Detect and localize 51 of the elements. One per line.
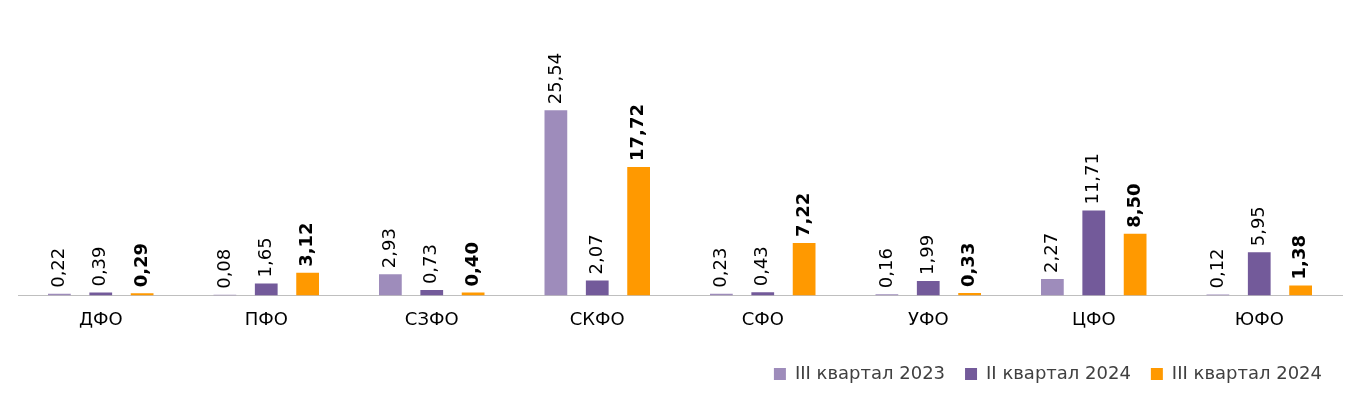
bar (1041, 278, 1064, 296)
legend-label: III квартал 2023 (794, 361, 946, 383)
bar (1123, 233, 1147, 296)
legend-label: III квартал 2024 (1171, 361, 1323, 383)
data-label: 5,95 (1246, 206, 1268, 247)
bar (1082, 210, 1106, 296)
data-label: 0,39 (88, 246, 110, 287)
x-tick-label: СФО (741, 307, 784, 329)
data-label: 0,22 (47, 247, 69, 288)
data-label: 0,33 (957, 242, 979, 288)
x-tick-label: ЮФО (1234, 307, 1284, 329)
data-label: 0,08 (212, 248, 234, 289)
data-label: 25,54 (543, 52, 565, 105)
data-label: 17,72 (626, 104, 648, 161)
data-label: 8,50 (1122, 183, 1144, 228)
bar (916, 280, 940, 296)
legend-label: II квартал 2024 (986, 361, 1131, 383)
data-label: 2,93 (378, 228, 400, 269)
data-label: 2,07 (584, 234, 606, 275)
bar (1289, 285, 1312, 296)
x-tick-label: СЗФО (404, 307, 459, 329)
bar (627, 166, 650, 296)
data-label: 3,12 (295, 222, 317, 267)
data-label: 0,16 (874, 248, 896, 289)
x-tick-label: ЦФО (1071, 307, 1116, 329)
data-label: 2,27 (1040, 232, 1062, 273)
bar (296, 272, 319, 296)
data-label: 1,38 (1288, 234, 1310, 280)
bar (420, 290, 444, 296)
bar (585, 280, 609, 296)
x-tick-label: ДФО (78, 307, 123, 329)
data-label: 1,99 (915, 234, 937, 275)
x-tick-label: ПФО (244, 307, 288, 329)
data-label: 0,23 (709, 247, 731, 288)
x-tick-label: УФО (907, 307, 949, 329)
bar (130, 293, 154, 296)
x-tick-label: СКФО (569, 307, 625, 329)
bar (254, 283, 278, 296)
data-label: 0,12 (1205, 248, 1227, 289)
bar (544, 110, 568, 296)
bar (379, 274, 402, 296)
bar (751, 292, 775, 296)
data-label: 1,65 (253, 237, 275, 278)
data-label: 7,22 (791, 192, 813, 238)
bar (792, 243, 816, 296)
data-label: 11,71 (1081, 153, 1103, 205)
data-label: 0,29 (129, 242, 151, 288)
data-label: 0,43 (750, 246, 772, 287)
data-label: 0,73 (419, 244, 441, 285)
data-label: 0,40 (460, 242, 482, 287)
bar (1247, 252, 1271, 296)
